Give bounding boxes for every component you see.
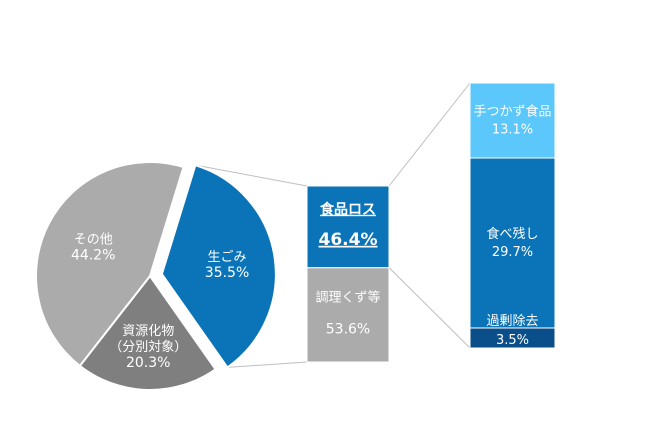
- bar1-value-label-2: 46.4%: [319, 230, 378, 250]
- bar2-segment-3: [469, 82, 556, 159]
- pie-slice-3: [35, 161, 185, 368]
- pie-slice-2: [78, 274, 217, 391]
- bar1-segment-2: [306, 185, 390, 269]
- pie-value-label-3: 44.2%: [71, 247, 115, 263]
- bar1-value-label-1: 53.6%: [326, 322, 370, 338]
- bar1-category-label-2: 食品ロス: [320, 201, 376, 218]
- bar2-value-label-3: 13.1%: [492, 122, 533, 137]
- connector-line-pie-top: [195, 164, 308, 187]
- pie-category-label-3: その他: [74, 232, 113, 247]
- bar1-category-label-1: 調理くず等: [315, 290, 380, 306]
- pie-category-label-2: 資源化物: [122, 324, 174, 339]
- pie-sub-label-2: （分別対象）: [109, 340, 187, 355]
- bar2-category-label-3: 手つかず食品: [473, 103, 551, 119]
- connector-lines: [195, 82, 471, 368]
- stacked-bar-composition: 調理くず等 53.6% 食品ロス 46.4%: [306, 185, 390, 363]
- bar2-value-label-2: 29.7%: [492, 245, 533, 260]
- pie-category-label-1: 生ごみ: [208, 249, 247, 265]
- bar2-category-label-2: 食べ残し: [486, 226, 538, 242]
- stacked-bar-food-loss: 過剰除去 3.5% 食べ残し 29.7% 手つかず食品 13.1%: [469, 82, 556, 349]
- pie-slice-1: [160, 163, 277, 369]
- pie-value-label-1: 35.5%: [205, 265, 249, 281]
- pie-value-label-2: 20.3%: [126, 355, 170, 371]
- connector-line-bar-top: [388, 82, 471, 187]
- connector-line-bar-bottom: [388, 267, 471, 349]
- bar2-segment-2: [469, 157, 556, 329]
- connector-line-pie-bottom: [227, 361, 308, 368]
- bar1-segment-1: [306, 267, 390, 363]
- bar2-value-label-1: 3.5%: [496, 333, 529, 348]
- bar2-category-label-1: 過剰除去: [486, 314, 538, 329]
